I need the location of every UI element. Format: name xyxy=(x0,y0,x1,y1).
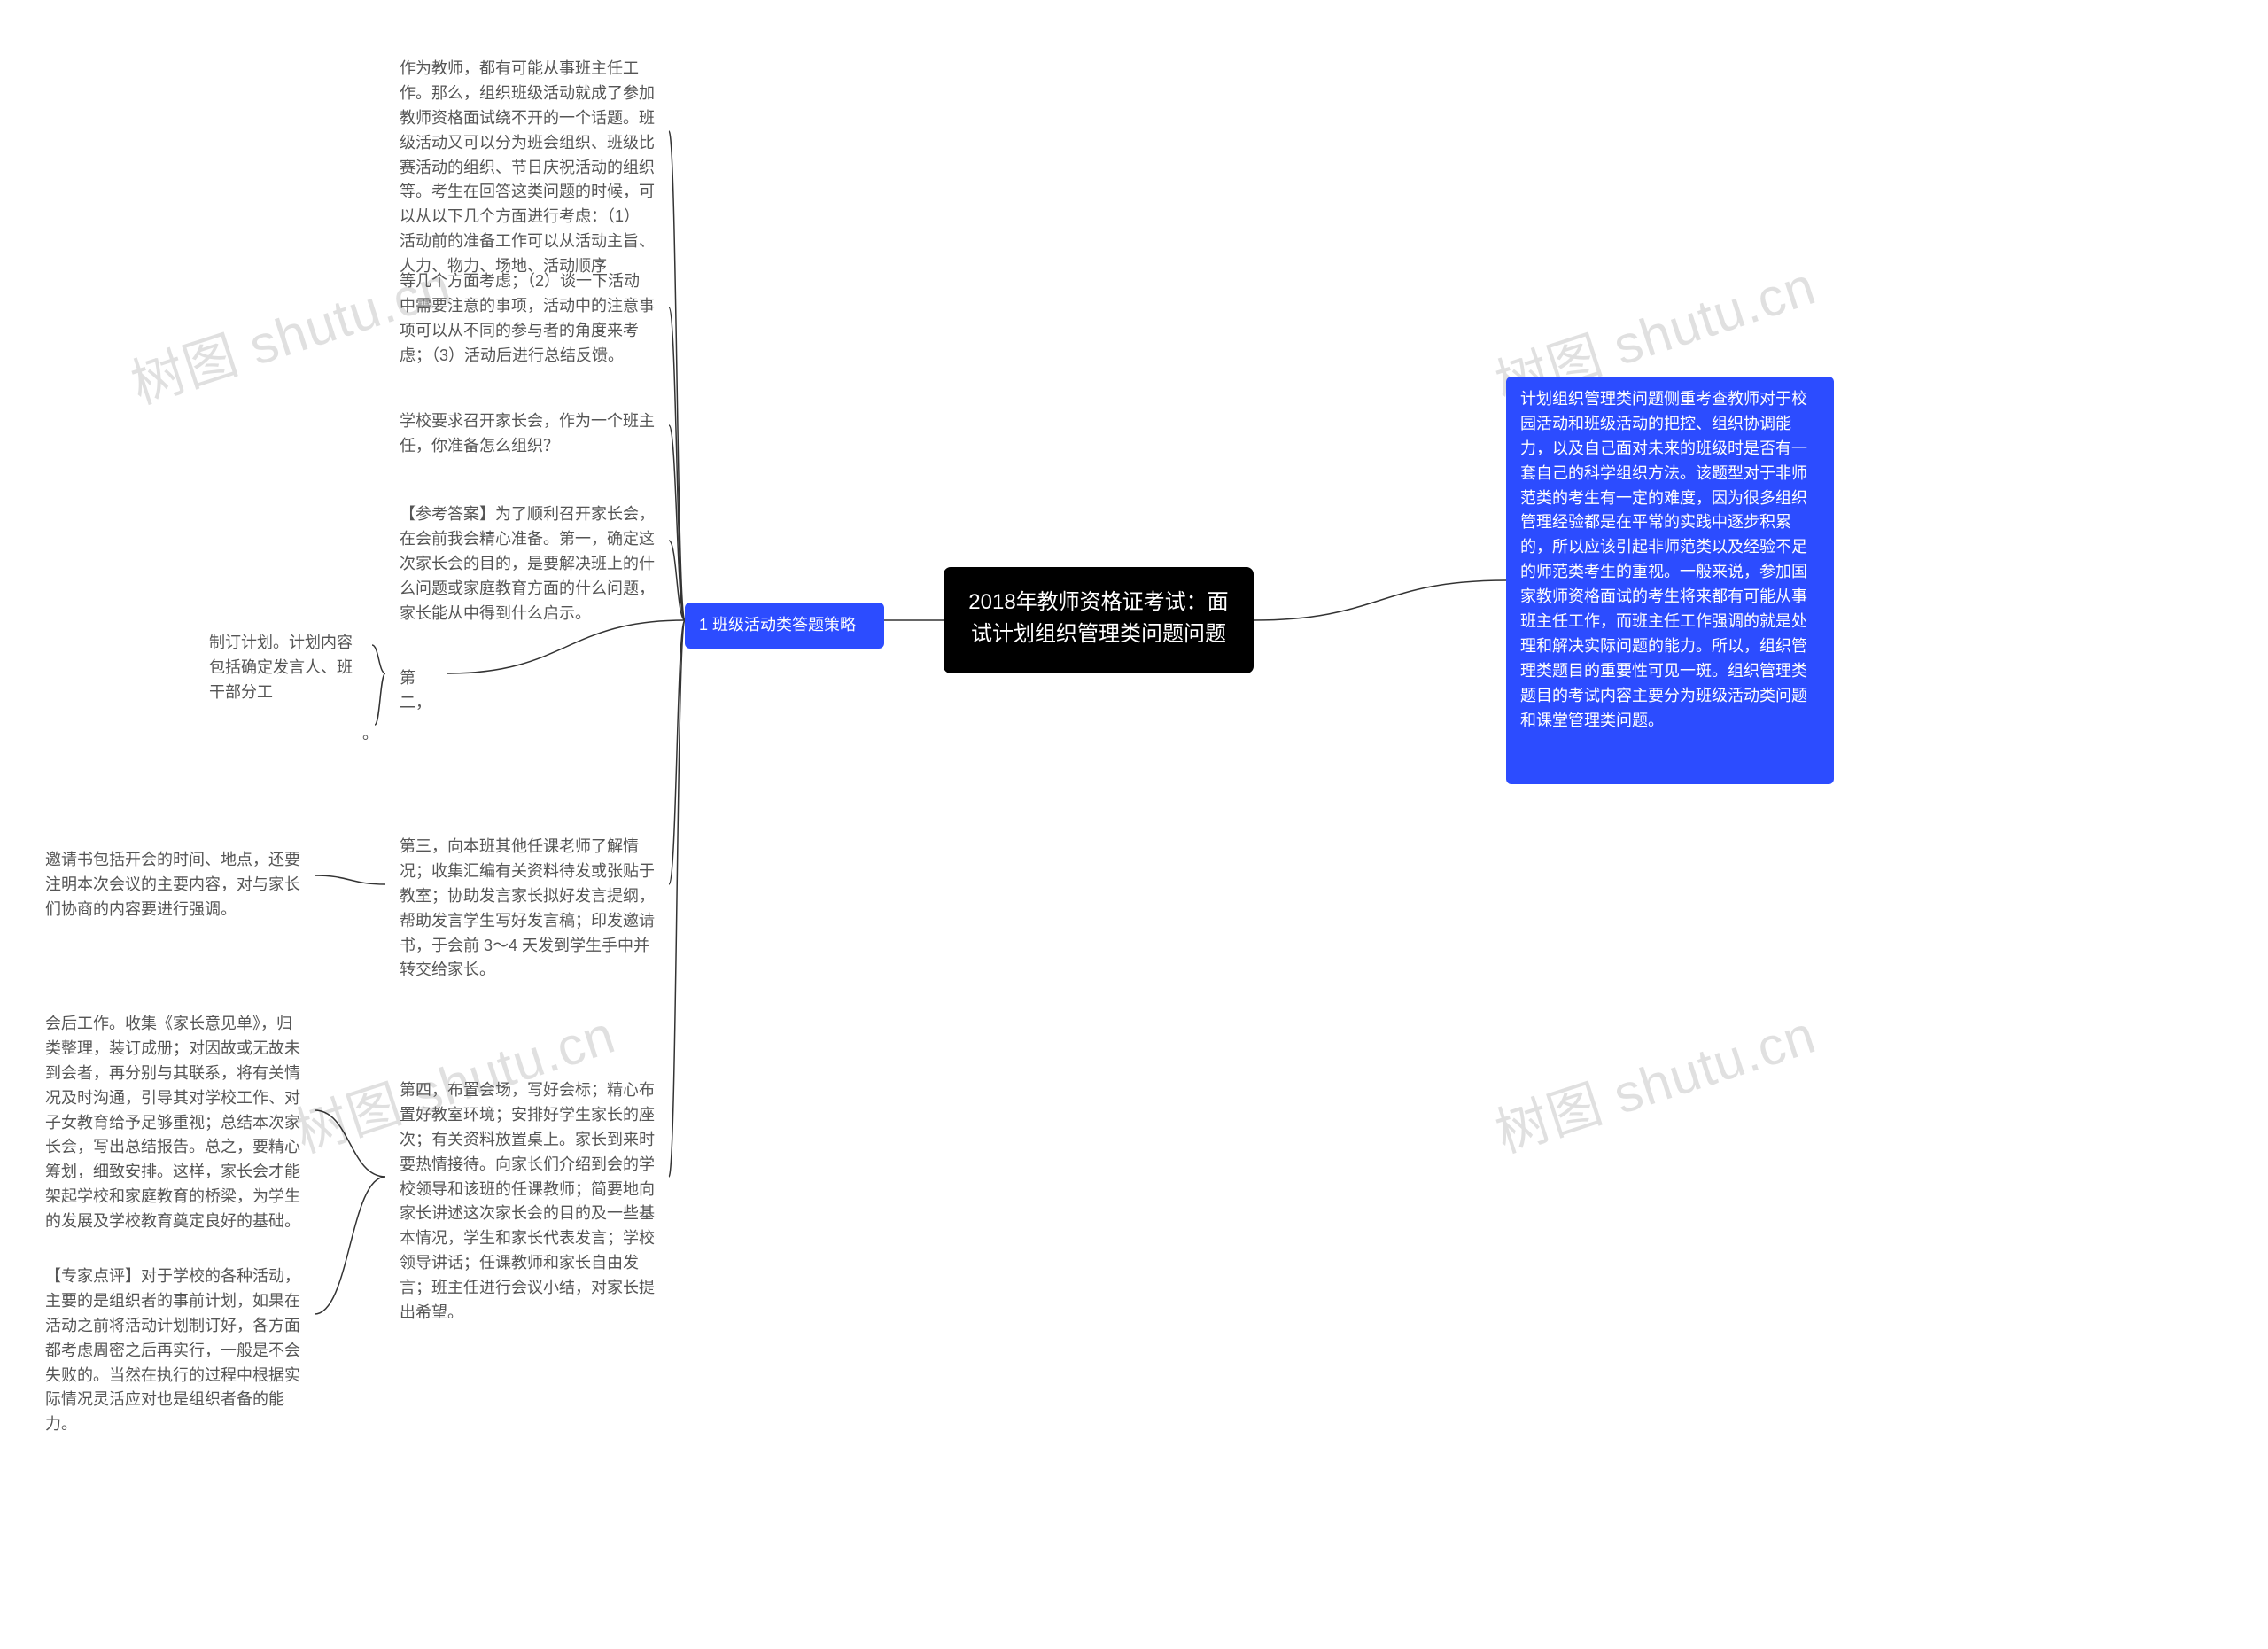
left-topic-node[interactable]: 1 班级活动类答题策略 xyxy=(685,603,884,649)
leaf-node[interactable]: 会后工作。收集《家长意见单》，归类整理，装订成册；对因故或无故未到会者，再分别与… xyxy=(31,1001,315,1245)
leaf-node[interactable]: 第三，向本班其他任课老师了解情况；收集汇编有关资料待发或张贴于教室；协助发言家长… xyxy=(385,824,669,993)
mindmap-canvas: 树图 shutu.cn 树图 shutu.cn 树图 shutu.cn 树图 s… xyxy=(0,0,2268,1649)
watermark: 树图 shutu.cn xyxy=(1485,992,1824,1167)
leaf-node[interactable]: 制订计划。计划内容包括确定发言人、班干部分工 xyxy=(195,620,372,716)
right-summary-node[interactable]: 计划组织管理类问题侧重考查教师对于校园活动和班级活动的把控、组织协调能力，以及自… xyxy=(1506,377,1834,784)
leaf-node[interactable]: 第四，布置会场，写好会标；精心布置好教室环境；安排好学生家长的座次；有关资料放置… xyxy=(385,1068,669,1336)
leaf-node[interactable]: 作为教师，都有可能从事班主任工作。那么，组织班级活动就成了参加教师资格面试绕不开… xyxy=(385,46,669,290)
center-node[interactable]: 2018年教师资格证考试：面试计划组织管理类问题问题 xyxy=(944,567,1254,673)
leaf-node[interactable]: 等几个方面考虑；（2）谈一下活动中需要注意的事项，活动中的注意事项可以从不同的参… xyxy=(385,259,669,379)
leaf-node[interactable]: 【专家点评】对于学校的各种活动，主要的是组织者的事前计划，如果在活动之前将活动计… xyxy=(31,1254,315,1448)
leaf-node[interactable]: 。 xyxy=(348,712,377,758)
leaf-node[interactable]: 学校要求召开家长会，作为一个班主任，你准备怎么组织？ xyxy=(385,399,669,470)
leaf-node[interactable]: 邀请书包括开会的时间、地点，还要注明本次会议的主要内容，对与家长们协商的内容要进… xyxy=(31,837,315,933)
leaf-node[interactable]: 【参考答案】为了顺利召开家长会，在会前我会精心准备。第一，确定这次家长会的目的，… xyxy=(385,492,669,636)
leaf-node[interactable]: 第二， xyxy=(385,656,447,727)
edges-layer xyxy=(0,0,2268,1649)
